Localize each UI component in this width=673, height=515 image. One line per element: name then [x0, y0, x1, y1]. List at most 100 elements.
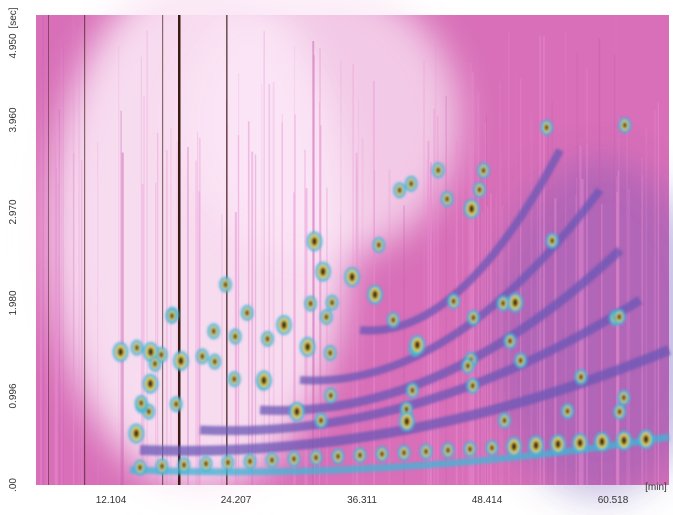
streak [118, 46, 120, 485]
peak-core [555, 439, 561, 449]
peak-core [304, 342, 311, 352]
streak [187, 146, 189, 485]
streak [238, 73, 240, 485]
streak [616, 191, 619, 485]
peak-core [211, 328, 216, 335]
peak-core [147, 347, 154, 357]
peak-core [465, 362, 470, 369]
peak-core [232, 376, 237, 383]
streak [641, 157, 643, 486]
streak [263, 30, 265, 486]
streak [143, 96, 145, 485]
streak [632, 206, 634, 485]
peak-core [446, 447, 450, 454]
peak-core [281, 320, 287, 330]
peak-core [508, 338, 513, 344]
streak [340, 60, 342, 486]
peak-core [451, 298, 456, 305]
streak [356, 166, 358, 485]
peak-core [380, 450, 384, 457]
streak [576, 53, 579, 485]
streak [254, 154, 257, 485]
streak [326, 187, 328, 485]
streak [120, 110, 122, 485]
streak [479, 161, 481, 485]
streak [78, 61, 81, 485]
streak [536, 190, 538, 485]
peak-core [134, 344, 139, 351]
streak [628, 189, 631, 485]
streak [63, 42, 64, 485]
streak [433, 108, 436, 485]
streak [565, 69, 567, 486]
streak [140, 56, 142, 485]
streak [484, 122, 486, 485]
peak-core [270, 457, 274, 464]
band [259, 246, 624, 416]
y-tick-label: 2.970 [8, 199, 19, 224]
peak-core [617, 408, 622, 415]
peak-core [349, 272, 355, 282]
y-axis: .00 0.996 1.980 2.970 3.960 4.950 [sec] [8, 7, 19, 492]
streak [482, 154, 484, 485]
y-tick-label: 0.996 [8, 383, 19, 408]
peak-core [490, 444, 494, 451]
peak-core [160, 463, 164, 470]
streak [372, 80, 375, 486]
peak-core [233, 333, 238, 340]
peak-core [330, 299, 335, 306]
streak [80, 160, 83, 486]
x-tick-label: 60.518 [598, 495, 629, 506]
streak [654, 110, 656, 486]
streak [579, 145, 582, 485]
streak [294, 114, 296, 486]
peak-core [146, 408, 151, 415]
streak [618, 116, 620, 485]
peak-core [470, 382, 475, 389]
peak-core [153, 360, 157, 367]
y-tick-label: 1.980 [8, 290, 19, 315]
streak [355, 152, 358, 486]
streak [304, 149, 306, 486]
peak-core [402, 449, 406, 456]
peak-core [512, 298, 518, 307]
streak [473, 194, 474, 485]
streak [486, 206, 489, 485]
peak-core [336, 453, 340, 460]
peak-core [518, 357, 523, 364]
streak [312, 41, 315, 485]
band [359, 148, 564, 335]
streak [508, 32, 510, 485]
peak-core [409, 180, 414, 187]
peak-spots [112, 117, 654, 476]
peak-core [174, 401, 179, 408]
streak [247, 121, 250, 486]
streak [47, 213, 49, 485]
streak-dark [226, 15, 228, 485]
streak [146, 30, 148, 485]
peak-core [117, 347, 124, 357]
streak-dark [162, 15, 164, 485]
peak-core [621, 394, 626, 401]
streak [157, 132, 159, 486]
streak [455, 141, 458, 485]
peak-core [565, 408, 570, 415]
streak [55, 167, 58, 485]
streak [520, 205, 521, 485]
streak [499, 82, 502, 485]
peak-core [397, 187, 402, 194]
streak [601, 204, 603, 485]
peak-core [468, 446, 472, 453]
peak-core [200, 353, 205, 360]
peak-core [445, 196, 450, 202]
peak-core [424, 448, 428, 455]
streak [60, 49, 63, 485]
band [299, 187, 604, 385]
streak [121, 152, 124, 485]
streak [234, 212, 237, 485]
streak [657, 102, 660, 485]
x-tick-label: 12.104 [96, 495, 127, 506]
peak-core [138, 464, 142, 471]
streak-dark [48, 15, 49, 485]
